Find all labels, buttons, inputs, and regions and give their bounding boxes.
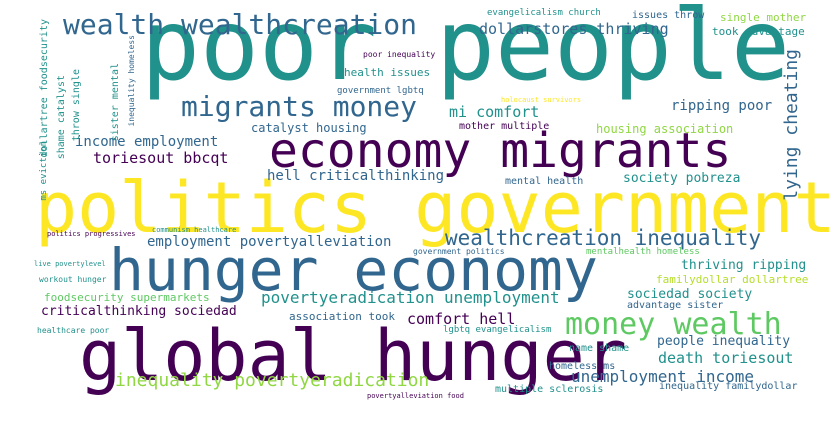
word-issues-throw: issues throw [632,10,705,21]
word-shame-catalyst: shame catalyst [56,75,67,160]
word-politics-government: politics government [35,167,834,249]
word-hell-criticalthinking: hell criticalthinking [267,168,445,184]
word-toriesout-bbcqt: toriesout bbcqt [93,149,229,167]
word-lgbtq-evangelicalism: lgbtq evangelicalism [443,325,552,335]
word-unemployment-income: unemployment income [571,367,755,386]
word-comfort-hell: comfort hell [407,310,516,328]
word-healthcare-poor: healthcare poor [37,326,110,335]
word-death-toriesout: death toriesout [658,349,794,367]
word-income-employment: income employment [75,134,219,150]
word-sociedad-society: sociedad society [627,287,753,302]
word-advantage-sister: advantage sister [627,300,724,311]
word-employment-povertyalleviation: employment povertyalleviation [147,234,392,250]
word-sister-mental: sister mental [110,63,121,142]
word-ms-eviction: ms eviction [39,141,49,201]
word-communism-healthcare: communism healthcare [152,226,237,234]
word-housing-association: housing association [596,122,734,136]
word-evangelicalism-church: evangelicalism church [487,8,601,18]
word-money-wealth: money wealth [565,307,782,342]
word-single-mother: single mother [720,11,807,24]
word-mental-health: mental health [505,176,584,187]
word-workout-hunger: workout hunger [39,275,107,284]
word-society-pobreza: society pobreza [623,171,741,186]
word-povertyalleviation-food: povertyalleviation food [367,392,464,400]
word-association-took: association took [289,310,395,323]
word-mi-comfort: mi comfort [449,103,540,121]
word-cloud: poor people politics government hunger e… [33,0,834,417]
word-poor-inequality: poor inequality [363,50,436,59]
word-people-inequality: people inequality [657,334,791,349]
word-government-politics: government politics [413,247,505,256]
word-familydollar-dollartree: familydollar dollartree [656,273,809,286]
word-criticalthinking-sociedad: criticalthinking sociedad [41,304,237,319]
word-health-issues: health issues [344,66,431,79]
word-took-advantage: took advantage [712,25,805,38]
word-throw-single: throw single [71,69,82,142]
word-dollartree-foodsecurity: dollartree foodsecurity [39,19,50,158]
word-mentalhealth-homeless: mentalhealth homeless [586,247,700,257]
word-government-lgbtq: government lgbtq [337,86,424,96]
word-economy-migrants: economy migrants [269,123,732,179]
word-thriving-ripping: thriving ripping [681,258,807,273]
word-dollarstores-thriving: dollarstores thriving [479,20,669,38]
word-foodsecurity-supermarkets: foodsecurity supermarkets [44,291,210,304]
word-inequality-homeless: inequality homeless [127,35,136,127]
word-mother-multiple: mother multiple [459,121,550,132]
word-wealth-wealthcreation: wealth wealthcreation [63,8,418,41]
word-inequality-familydollar: inequality familydollar [659,381,798,392]
word-catalyst-housing: catalyst housing [251,121,367,135]
word-ripping-poor: ripping poor [671,98,773,114]
word-live-povertylevel: live povertylevel [34,260,106,268]
word-hunger-economy: hunger economy [109,236,598,304]
word-povertyeradication-unemployment: povertyeradication unemployment [261,288,560,307]
word-name-shame: name shame [569,343,630,354]
word-inequality-povertyeradication: inequality povertyeradication [115,370,430,391]
word-holocaust-survivors: holocaust survivors [501,96,582,104]
word-politics-progressives: politics progressives [47,230,136,238]
word-migrants-money: migrants money [181,90,418,123]
word-poor-people: poor people [141,0,791,103]
word-global-hunger: global hunger [79,315,627,397]
word-homeless-ms: homeless ms [549,361,616,372]
word-multiple-sclerosis: multiple sclerosis [495,384,604,395]
word-lying-cheating: lying cheating [781,49,802,201]
word-wealthcreation-inequality: wealthcreation inequality [445,226,762,250]
